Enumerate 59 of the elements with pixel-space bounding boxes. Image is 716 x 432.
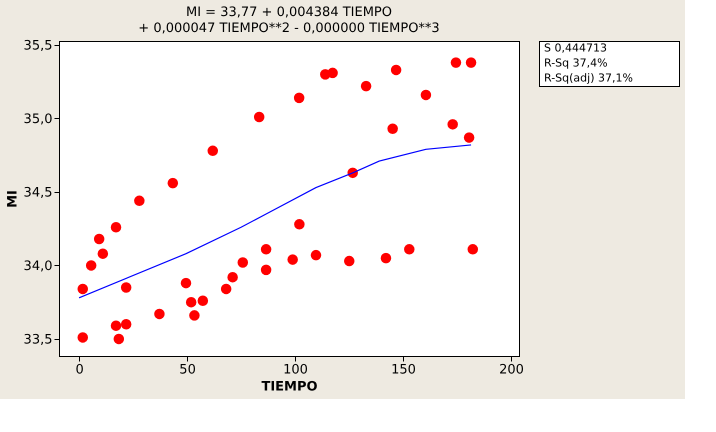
x-tick-label: 200 bbox=[499, 362, 524, 378]
point bbox=[220, 284, 232, 294]
point bbox=[227, 272, 238, 282]
point bbox=[94, 234, 104, 244]
text: R-Sq(adj) 37,1% bbox=[544, 72, 633, 84]
point bbox=[344, 256, 354, 266]
line-series bbox=[78, 144, 472, 298]
point bbox=[254, 112, 264, 122]
y-tick-label: 33,5 bbox=[24, 332, 52, 348]
point bbox=[198, 296, 208, 306]
point bbox=[310, 250, 322, 260]
text: R-Sq 37,4% bbox=[544, 56, 608, 70]
x-tick-label: 0 bbox=[75, 362, 84, 378]
point bbox=[327, 68, 338, 78]
point bbox=[387, 124, 398, 134]
point bbox=[390, 64, 402, 76]
text: S 0,444713 bbox=[544, 42, 607, 54]
point bbox=[238, 257, 248, 268]
chart-title: MI = 33,77 + 0,004384 TIEMPO bbox=[186, 4, 392, 20]
point bbox=[78, 284, 88, 294]
point bbox=[260, 264, 272, 276]
point bbox=[168, 178, 178, 188]
y-tick-label: 34,5 bbox=[24, 185, 52, 200]
point bbox=[189, 310, 200, 321]
point bbox=[464, 132, 474, 143]
y-tick-label: 34,0 bbox=[24, 258, 52, 274]
point bbox=[360, 80, 372, 92]
point bbox=[78, 332, 88, 343]
point bbox=[98, 248, 108, 259]
point bbox=[260, 244, 272, 255]
point bbox=[380, 252, 392, 264]
x-axis-title: TIEMPO bbox=[261, 380, 318, 394]
x-tick-label: 100 bbox=[283, 362, 308, 378]
point bbox=[180, 278, 192, 288]
point bbox=[420, 90, 432, 100]
chart-subtitle: + 0,000047 TIEMPO**2 - 0,000000 TIEMPO**3 bbox=[138, 20, 440, 36]
y-axis-title: MI bbox=[6, 190, 21, 208]
x-tick-label: 150 bbox=[391, 362, 416, 378]
x-tick-label: 50 bbox=[179, 362, 196, 378]
point bbox=[294, 92, 304, 104]
point bbox=[120, 319, 132, 330]
point bbox=[466, 57, 476, 68]
point bbox=[404, 244, 415, 255]
y-tick-label: 35,5 bbox=[24, 38, 52, 54]
point bbox=[450, 57, 462, 68]
point bbox=[86, 260, 96, 271]
y-tick-label: 35,0 bbox=[24, 112, 52, 127]
point bbox=[154, 308, 165, 320]
point bbox=[110, 320, 122, 331]
point bbox=[447, 119, 458, 130]
point bbox=[120, 282, 132, 293]
point bbox=[287, 254, 298, 265]
point bbox=[294, 219, 305, 230]
point bbox=[208, 146, 218, 156]
point bbox=[134, 196, 145, 206]
point bbox=[110, 222, 122, 232]
point bbox=[186, 296, 196, 308]
point bbox=[114, 334, 124, 344]
point bbox=[468, 244, 478, 255]
